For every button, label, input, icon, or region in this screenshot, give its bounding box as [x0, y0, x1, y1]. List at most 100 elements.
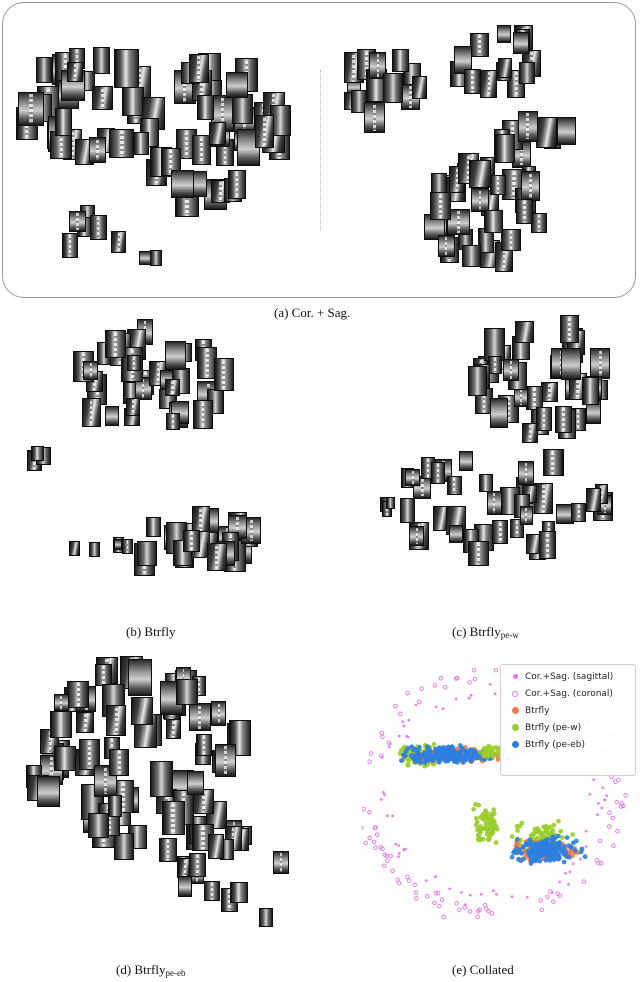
point-cor-sag-coronal — [598, 861, 604, 866]
point-cor-sag-coronal — [393, 703, 398, 709]
point-btrfly-pe-eb — [464, 755, 469, 760]
point-btrfly-pe-eb — [427, 749, 433, 754]
point-cor-sag-coronal — [437, 903, 442, 909]
point-cor-sag-coronal — [388, 853, 393, 859]
point-cor-sag-sagittal — [467, 696, 471, 700]
point-cor-sag-coronal — [538, 898, 543, 903]
point-btrfly-pe-w — [494, 826, 500, 832]
point-btrfly-pe-w — [570, 832, 575, 837]
legend-item: Btrfly — [505, 702, 631, 719]
point-cor-sag-coronal — [467, 909, 473, 914]
point-btrfly-pe-w — [493, 840, 499, 845]
point-cor-sag-coronal — [382, 863, 387, 868]
point-btrfly-pe-eb — [561, 844, 567, 849]
point-btrfly-pe-eb — [529, 855, 534, 861]
point-cor-sag-coronal — [373, 845, 378, 850]
point-cor-sag-sagittal — [493, 692, 497, 696]
point-cor-sag-sagittal — [568, 870, 572, 874]
point-btrfly-pe-eb — [452, 753, 457, 759]
point-cor-sag-sagittal — [460, 891, 463, 894]
point-cor-sag-sagittal — [405, 734, 408, 738]
point-btrfly-pe-eb — [516, 856, 521, 862]
point-cor-sag-coronal — [432, 683, 438, 688]
point-cor-sag-coronal — [493, 667, 499, 673]
point-btrfly-pe-w — [478, 749, 483, 755]
point-btrfly-pe-eb — [416, 755, 421, 760]
point-cor-sag-sagittal — [424, 879, 428, 882]
point-cor-sag-coronal — [607, 824, 612, 829]
point-cor-sag-coronal — [380, 734, 385, 739]
point-cor-sag-sagittal — [584, 829, 588, 833]
caption-d: (d) Btrflype-eb — [116, 962, 185, 978]
point-cor-sag-coronal — [416, 699, 422, 705]
point-cor-sag-coronal — [482, 902, 488, 908]
point-cor-sag-sagittal — [394, 842, 398, 846]
point-btrfly-pe-eb — [430, 758, 436, 763]
point-btrfly-pe-w — [480, 816, 486, 822]
point-cor-sag-coronal — [378, 845, 383, 850]
point-cor-sag-sagittal — [601, 786, 605, 789]
point-btrfly-pe-eb — [459, 745, 465, 751]
point-cor-sag-coronal — [619, 801, 624, 806]
point-btrfly-pe-eb — [428, 753, 434, 759]
point-cor-sag-coronal — [607, 810, 612, 816]
point-cor-sag-coronal — [432, 900, 437, 906]
point-btrfly-pe-w — [490, 825, 496, 831]
point-btrfly-pe-w — [484, 810, 489, 816]
point-cor-sag-coronal — [462, 905, 467, 910]
point-cor-sag-sagittal — [448, 887, 452, 891]
point-btrfly-pe-eb — [556, 855, 562, 861]
point-btrfly-pe-w — [487, 745, 492, 751]
point-cor-sag-sagittal — [381, 790, 385, 794]
point-cor-sag-coronal — [557, 893, 562, 898]
point-btrfly-pe-w — [480, 836, 486, 842]
point-btrfly-pe-w — [551, 822, 557, 828]
legend-marker-icon — [505, 741, 525, 748]
point-btrfly-pe-w — [405, 762, 411, 768]
point-btrfly-pe-eb — [573, 838, 579, 844]
point-cor-sag-sagittal — [494, 892, 498, 896]
point-cor-sag-coronal — [413, 890, 419, 895]
point-cor-sag-coronal — [405, 690, 410, 696]
point-cor-sag-coronal — [363, 840, 368, 846]
point-cor-sag-sagittal — [584, 845, 588, 848]
point-cor-sag-sagittal — [441, 707, 445, 710]
point-cor-sag-sagittal — [600, 806, 604, 810]
legend-item: Cor.+Sag. (sagittal) — [505, 668, 631, 685]
point-cor-sag-coronal — [419, 686, 424, 691]
point-btrfly-pe-eb — [472, 754, 478, 760]
point-cor-sag-coronal — [367, 810, 372, 815]
point-cor-sag-coronal — [545, 894, 550, 899]
point-cor-sag-coronal — [615, 828, 620, 834]
caption-c: (c) Btrflype-w — [452, 624, 519, 640]
point-cor-sag-coronal — [610, 815, 615, 821]
point-btrfly-pe-w — [483, 821, 489, 827]
point-btrfly-pe-eb — [550, 834, 556, 840]
point-cor-sag-coronal — [456, 907, 462, 912]
point-cor-sag-sagittal — [386, 814, 389, 818]
point-cor-sag-coronal — [373, 825, 378, 830]
point-cor-sag-sagittal — [387, 745, 391, 749]
legend-label: Cor.+Sag. (coronal) — [525, 688, 613, 699]
point-btrfly-pe-w — [431, 741, 437, 747]
point-btrfly-pe-eb — [411, 753, 417, 759]
point-btrfly-pe-w — [556, 818, 561, 824]
point-btrfly-pe-eb — [425, 757, 431, 763]
point-cor-sag-coronal — [362, 825, 364, 830]
point-btrfly-pe-w — [475, 836, 481, 842]
point-btrfly-pe-w — [482, 826, 488, 831]
point-btrfly-pe-eb — [543, 838, 549, 844]
panel-btrfly-pe-eb — [0, 660, 320, 960]
point-cor-sag-coronal — [486, 908, 491, 914]
point-btrfly-pe-eb — [520, 856, 526, 862]
point-cor-sag-coronal — [384, 853, 390, 859]
point-btrfly-pe-w — [488, 811, 494, 817]
point-cor-sag-coronal — [438, 676, 444, 681]
point-btrfly-pe-w — [473, 822, 479, 828]
point-cor-sag-coronal — [454, 901, 459, 906]
point-cor-sag-sagittal — [558, 880, 562, 884]
point-btrfly-pe-w — [550, 828, 556, 833]
point-cor-sag-sagittal — [454, 697, 458, 701]
point-btrfly-pe-eb — [564, 835, 570, 840]
point-btrfly-pe-w — [491, 807, 497, 813]
